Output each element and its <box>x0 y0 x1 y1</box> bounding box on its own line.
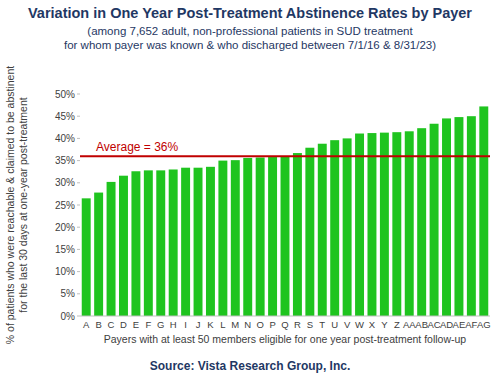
x-tick-label: J <box>196 319 201 330</box>
x-tick-label: AE <box>453 319 466 330</box>
bar <box>169 169 178 316</box>
bar <box>206 167 215 316</box>
bar <box>293 153 302 316</box>
bar <box>94 193 103 316</box>
y-tick <box>77 205 80 206</box>
y-tick <box>77 293 80 294</box>
bar <box>82 198 91 316</box>
bar <box>405 131 414 316</box>
y-tick-label: 40% <box>55 133 75 144</box>
bar <box>156 170 165 316</box>
bar <box>131 171 140 316</box>
bar <box>330 140 339 316</box>
y-tick <box>77 138 80 139</box>
x-tick-label: E <box>133 319 139 330</box>
average-line <box>80 155 490 157</box>
bar <box>442 118 451 316</box>
y-tick <box>77 160 80 161</box>
bar <box>343 138 352 316</box>
x-axis <box>80 316 490 317</box>
title: Variation in One Year Post-Treatment Abs… <box>28 5 472 21</box>
x-tick-label: X <box>369 319 376 330</box>
bar <box>305 148 314 316</box>
x-tick-label: P <box>269 319 275 330</box>
x-tick-label: Y <box>381 319 388 330</box>
average-label: Average = 36% <box>96 140 179 154</box>
bar <box>380 133 389 316</box>
x-tick-label: N <box>244 319 251 330</box>
x-tick-label: Q <box>281 319 288 330</box>
y-tick-label: 35% <box>55 155 75 166</box>
bar <box>194 168 203 316</box>
y-axis-label: for the last 30 days at one-year post-tr… <box>17 97 29 312</box>
y-tick-label: 10% <box>55 266 75 277</box>
bar <box>119 176 128 316</box>
y-tick-label: 0% <box>61 311 76 322</box>
y-tick <box>77 182 80 183</box>
x-tick-label: D <box>120 319 127 330</box>
bar <box>392 132 401 316</box>
x-tick-label: U <box>331 319 338 330</box>
bar <box>218 161 227 316</box>
x-tick-label: AB <box>415 319 428 330</box>
bar <box>454 117 463 316</box>
x-tick-label: C <box>108 319 115 330</box>
x-tick-label: A <box>83 319 90 330</box>
y-tick-label: 15% <box>55 244 75 255</box>
x-tick-label: AC <box>427 319 440 330</box>
x-tick-label: S <box>307 319 313 330</box>
x-tick-label: Z <box>394 319 400 330</box>
bar <box>467 116 476 316</box>
bar <box>430 124 439 316</box>
bar <box>479 106 488 316</box>
bar <box>243 158 252 316</box>
source: Source: Vista Research Group, Inc. <box>150 359 351 373</box>
y-tick-label: 5% <box>61 288 76 299</box>
bar <box>355 134 364 316</box>
x-tick-label: B <box>95 319 101 330</box>
y-tick <box>77 94 80 95</box>
x-tick-label: AG <box>477 319 491 330</box>
y-tick <box>77 249 80 250</box>
y-tick-label: 20% <box>55 222 75 233</box>
x-tick-label: M <box>231 319 239 330</box>
x-tick-label: F <box>145 319 151 330</box>
x-tick-label: AD <box>440 319 453 330</box>
chart: Variation in One Year Post-Treatment Abs… <box>0 0 500 380</box>
bar <box>144 170 153 316</box>
y-axis-label: % of patients who were reachable & claim… <box>4 66 16 344</box>
x-tick-label: K <box>207 319 214 330</box>
x-tick-label: T <box>319 319 325 330</box>
x-tick-label: L <box>220 319 225 330</box>
bar <box>367 133 376 316</box>
bar <box>181 168 190 316</box>
subtitle: for whom payer was known & who discharge… <box>64 39 436 51</box>
y-tick-label: 45% <box>55 111 75 122</box>
y-tick-label: 50% <box>55 89 75 100</box>
x-tick-label: R <box>294 319 301 330</box>
x-tick-label: I <box>184 319 187 330</box>
y-tick <box>77 271 80 272</box>
subtitle: (among 7,652 adult, non-professional pat… <box>87 25 413 37</box>
bars <box>80 106 490 316</box>
y-tick-label: 30% <box>55 177 75 188</box>
bar <box>256 157 265 316</box>
bar <box>107 182 116 316</box>
x-tick-label: AA <box>403 319 416 330</box>
x-tick-label: AF <box>465 319 477 330</box>
x-tick-label: G <box>157 319 164 330</box>
bar <box>231 160 240 316</box>
y-tick <box>77 316 80 317</box>
y-tick <box>77 227 80 228</box>
y-tick <box>77 116 80 117</box>
bar <box>281 157 290 316</box>
x-tick-label: W <box>355 319 364 330</box>
x-tick-label: O <box>256 319 263 330</box>
x-tick-label: V <box>344 319 351 330</box>
x-axis-label: Payers with at least 50 members eligible… <box>104 333 467 345</box>
bar <box>268 157 277 316</box>
x-tick-label: H <box>170 319 177 330</box>
y-tick-label: 25% <box>55 200 75 211</box>
bar <box>318 144 327 316</box>
